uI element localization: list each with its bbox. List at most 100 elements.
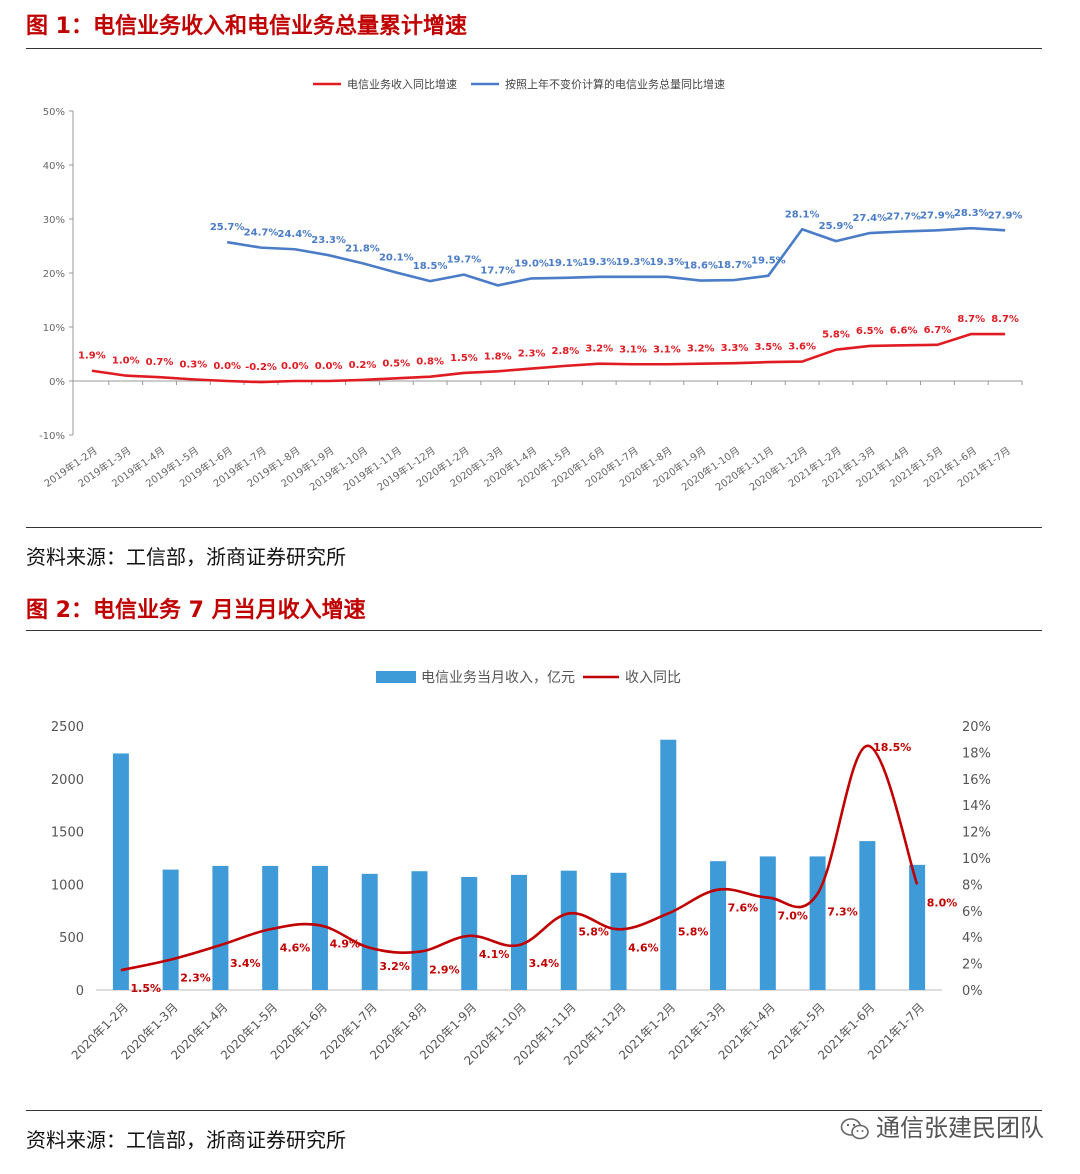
y-tick-label: 0% xyxy=(49,377,65,388)
data-label: 3.2% xyxy=(379,960,410,973)
data-label: 18.7% xyxy=(717,260,752,271)
legend-label: 电信业务收入同比增速 xyxy=(347,77,457,91)
bar xyxy=(560,870,577,990)
figure2-bottom-rule xyxy=(26,1110,1042,1111)
chart2-monthly-revenue: 2500 2000 1500 1000 500 0 20% 18% 16% 14% 12% 10% 8%… xyxy=(51,670,991,1068)
data-label: 3.2% xyxy=(687,344,715,355)
legend-label: 按照上年不变价计算的电信业务总量同比增速 xyxy=(505,77,725,91)
figure2-title: 图 2：电信业务 7 月当月收入增速 xyxy=(26,598,366,623)
data-label: 0.0% xyxy=(213,361,241,372)
data-label: 19.0% xyxy=(514,258,549,269)
data-label: 25.9% xyxy=(819,221,854,232)
data-label: 17.7% xyxy=(480,265,515,276)
y-tick-label: 40% xyxy=(43,161,65,172)
bar xyxy=(411,871,428,990)
wechat-icon xyxy=(840,1118,869,1140)
y-right-tick-label: 4% xyxy=(962,931,983,946)
bar xyxy=(660,739,677,990)
y-right-tick-label: 6% xyxy=(962,905,983,920)
y-right-tick-label: 2% xyxy=(962,958,983,973)
data-label: 4.1% xyxy=(479,948,510,961)
figure1-source: 资料来源：工信部，浙商证券研究所 xyxy=(26,545,346,569)
data-label: 3.4% xyxy=(230,957,261,970)
data-label: 0.5% xyxy=(382,358,410,369)
data-label: 19.7% xyxy=(447,255,482,266)
y-right-tick-label: 16% xyxy=(962,773,991,788)
data-label: 19.1% xyxy=(548,258,583,269)
data-label: 7.0% xyxy=(777,910,808,923)
data-label: 1.5% xyxy=(131,982,162,995)
legend-label: 电信业务当月收入，亿元 xyxy=(421,670,575,686)
data-label: 3.2% xyxy=(585,344,613,355)
bar xyxy=(809,856,826,990)
data-label: 0.0% xyxy=(281,361,309,372)
data-label: 27.9% xyxy=(920,210,955,221)
data-label: 24.7% xyxy=(244,228,279,239)
watermark-text: 通信张建民团队 xyxy=(876,1114,1044,1142)
data-label: 18.5% xyxy=(413,261,448,272)
y-tick-label: -10% xyxy=(39,431,65,442)
bar xyxy=(909,864,926,990)
data-label: 7.6% xyxy=(728,902,759,915)
data-label: 1.5% xyxy=(450,353,478,364)
data-label: 20.1% xyxy=(379,252,414,263)
data-label: 2.8% xyxy=(552,346,580,357)
data-label: 23.3% xyxy=(311,235,346,246)
data-label: 6.5% xyxy=(856,326,884,337)
data-label: 3.6% xyxy=(788,342,816,353)
chart1-cumulative-growth: 50%40%30%20%10%0%-10%2019年1-2月2019年1-3月2… xyxy=(39,77,1023,494)
data-label: 3.4% xyxy=(529,957,560,970)
legend-label: 收入同比 xyxy=(625,670,681,686)
y-right-tick-label: 14% xyxy=(962,799,991,814)
figure1-top-rule xyxy=(26,48,1042,49)
data-label: 19.5% xyxy=(751,256,786,267)
data-label: 7.3% xyxy=(827,906,858,919)
figure1-bottom-rule xyxy=(26,527,1042,528)
data-label: 18.6% xyxy=(683,261,718,272)
bar xyxy=(859,841,876,990)
data-label: 19.3% xyxy=(650,257,685,268)
data-label: 6.6% xyxy=(890,325,918,336)
figure2-top-rule xyxy=(26,630,1042,631)
data-label: 4.6% xyxy=(628,941,659,954)
bar xyxy=(610,872,627,990)
y-right-tick-label: 20% xyxy=(962,720,991,735)
figure2-source: 资料来源：工信部，浙商证券研究所 xyxy=(26,1128,346,1152)
y-tick-label: 20% xyxy=(43,269,65,280)
y-left-tick-label: 0 xyxy=(76,984,84,999)
bar xyxy=(361,873,378,990)
data-label: 0.3% xyxy=(180,359,208,370)
bar xyxy=(759,856,776,990)
bar xyxy=(112,753,129,990)
y-left-tick-label: 2500 xyxy=(51,720,84,735)
data-label: 5.8% xyxy=(678,925,709,938)
data-label: 2.9% xyxy=(429,964,460,977)
data-label: 3.5% xyxy=(754,342,782,353)
bar xyxy=(212,865,229,990)
y-tick-label: 50% xyxy=(43,107,65,118)
data-label: 6.7% xyxy=(924,325,952,336)
y-right-tick-label: 12% xyxy=(962,826,991,841)
data-label: 4.9% xyxy=(330,937,361,950)
data-label: 4.6% xyxy=(280,941,311,954)
data-label: 5.8% xyxy=(822,330,850,341)
y-tick-label: 30% xyxy=(43,215,65,226)
data-label: 8.0% xyxy=(927,896,958,909)
data-label: 0.0% xyxy=(315,361,343,372)
bar xyxy=(511,874,527,990)
data-label: 18.5% xyxy=(873,741,911,754)
data-label: 24.4% xyxy=(277,229,312,240)
data-label: 27.7% xyxy=(886,211,921,222)
data-label: 21.8% xyxy=(345,243,380,254)
data-label: 1.8% xyxy=(484,351,512,362)
data-label: 8.7% xyxy=(991,314,1019,325)
data-label: 2.3% xyxy=(518,349,546,360)
y-left-tick-label: 500 xyxy=(59,931,84,946)
data-label: -0.2% xyxy=(245,362,277,373)
data-label: 2.3% xyxy=(180,972,211,985)
data-label: 19.3% xyxy=(616,257,651,268)
y-right-tick-label: 8% xyxy=(962,878,983,893)
series-volume-growth-line xyxy=(226,226,1006,287)
data-label: 25.7% xyxy=(210,222,245,233)
y-right-tick-label: 10% xyxy=(962,852,991,867)
